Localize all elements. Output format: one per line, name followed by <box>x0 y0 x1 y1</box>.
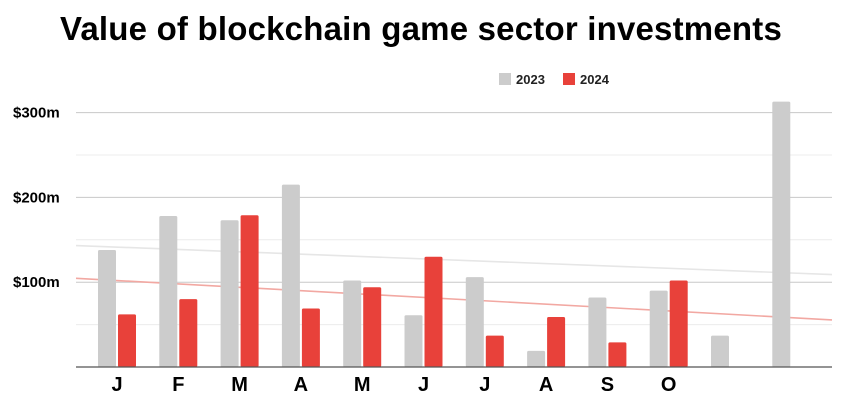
bar-2024-5 <box>424 256 443 367</box>
legend-label-2024: 2024 <box>580 72 610 87</box>
bar-2023-10 <box>711 335 729 367</box>
x-tick-label: M <box>354 374 371 396</box>
chart-title: Value of blockchain game sector investme… <box>59 10 782 47</box>
bar-2024-8 <box>608 342 627 367</box>
bar-2024-4 <box>363 287 382 367</box>
bar-2024-6 <box>485 335 504 367</box>
legend-swatch-2024 <box>563 73 575 85</box>
x-tick-label: J <box>479 374 490 396</box>
trendlines <box>75 244 833 321</box>
bar-2023-8 <box>588 297 607 367</box>
trendline-2023 <box>75 244 833 276</box>
y-tick-label: $300m <box>13 105 60 122</box>
legend: 2023 2024 <box>499 72 610 87</box>
x-tick-label: F <box>172 374 184 396</box>
x-tick-label: S <box>601 374 614 396</box>
bar-2024-9 <box>669 280 688 367</box>
bar-2024-2 <box>240 215 259 367</box>
bar-2024-0 <box>118 314 136 367</box>
x-tick-label: A <box>294 374 308 396</box>
bar-2023-6 <box>465 277 484 367</box>
bar-2023-2 <box>220 220 239 367</box>
bar-2024-7 <box>547 316 566 367</box>
x-tick-label: A <box>539 374 553 396</box>
gridlines <box>76 112 832 326</box>
bar-2023-7 <box>527 350 546 367</box>
bars <box>98 101 791 368</box>
x-tick-label: J <box>418 374 429 396</box>
bar-2023-3 <box>281 184 300 367</box>
bar-2023-9 <box>649 290 668 367</box>
bar-2024-3 <box>301 308 320 367</box>
axes: $100m $200m $300m J F M A M J J A S O <box>13 105 832 396</box>
legend-label-2023: 2023 <box>516 72 545 87</box>
bar-2023-1 <box>159 216 178 367</box>
y-tick-label: $100m <box>13 274 60 291</box>
x-tick-label: O <box>661 374 677 396</box>
y-tick-label: $200m <box>13 189 60 206</box>
legend-swatch-2023 <box>499 73 511 85</box>
bar-2023-4 <box>343 280 362 367</box>
trendline-2024 <box>75 277 833 321</box>
x-tick-label: M <box>231 374 248 396</box>
bar-2024-1 <box>179 299 198 367</box>
x-tick-label: J <box>111 374 122 396</box>
bar-2023-0 <box>98 249 116 367</box>
bar-2023-5 <box>404 315 423 367</box>
bar-2023-11 <box>772 101 791 368</box>
